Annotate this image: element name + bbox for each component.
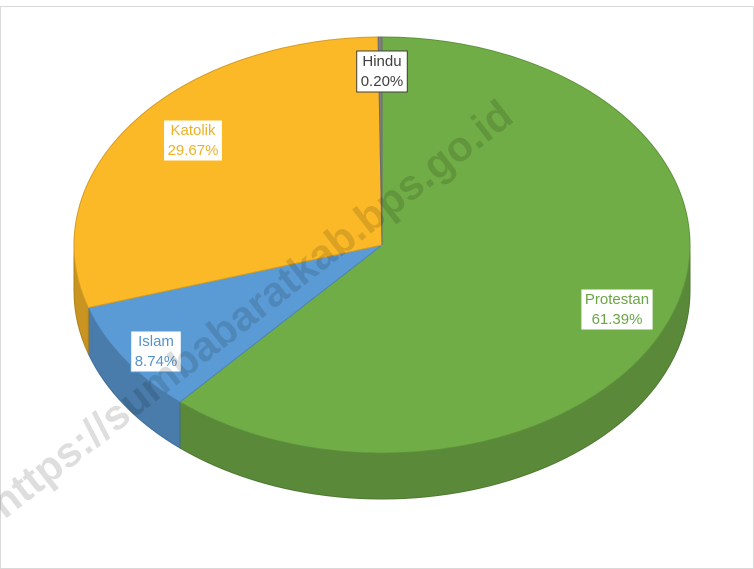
data-label: Protestan 61.39%	[585, 291, 649, 328]
label-box	[580, 288, 654, 331]
label-category: Hindu	[362, 53, 401, 70]
pie	[73, 36, 691, 500]
label-box	[163, 119, 223, 162]
label-box	[356, 50, 408, 93]
label-category: Katolik	[170, 122, 216, 139]
data-label: Hindu 0.20%	[361, 53, 404, 90]
label-box	[130, 330, 182, 373]
data-labels: Protestan 61.39% Islam 8.74% Katolik 29.67% Hi…	[130, 50, 654, 373]
data-label: Islam 8.74%	[135, 333, 178, 370]
label-value: 61.39%	[592, 311, 643, 328]
label-category: Islam	[138, 333, 174, 350]
slice	[73, 36, 383, 309]
slice	[179, 36, 691, 454]
label-value: 29.67%	[168, 142, 219, 159]
label-value: 8.74%	[135, 353, 178, 370]
label-value: 0.20%	[361, 73, 404, 90]
data-label: Katolik 29.67%	[168, 122, 219, 159]
label-category: Protestan	[585, 291, 649, 308]
